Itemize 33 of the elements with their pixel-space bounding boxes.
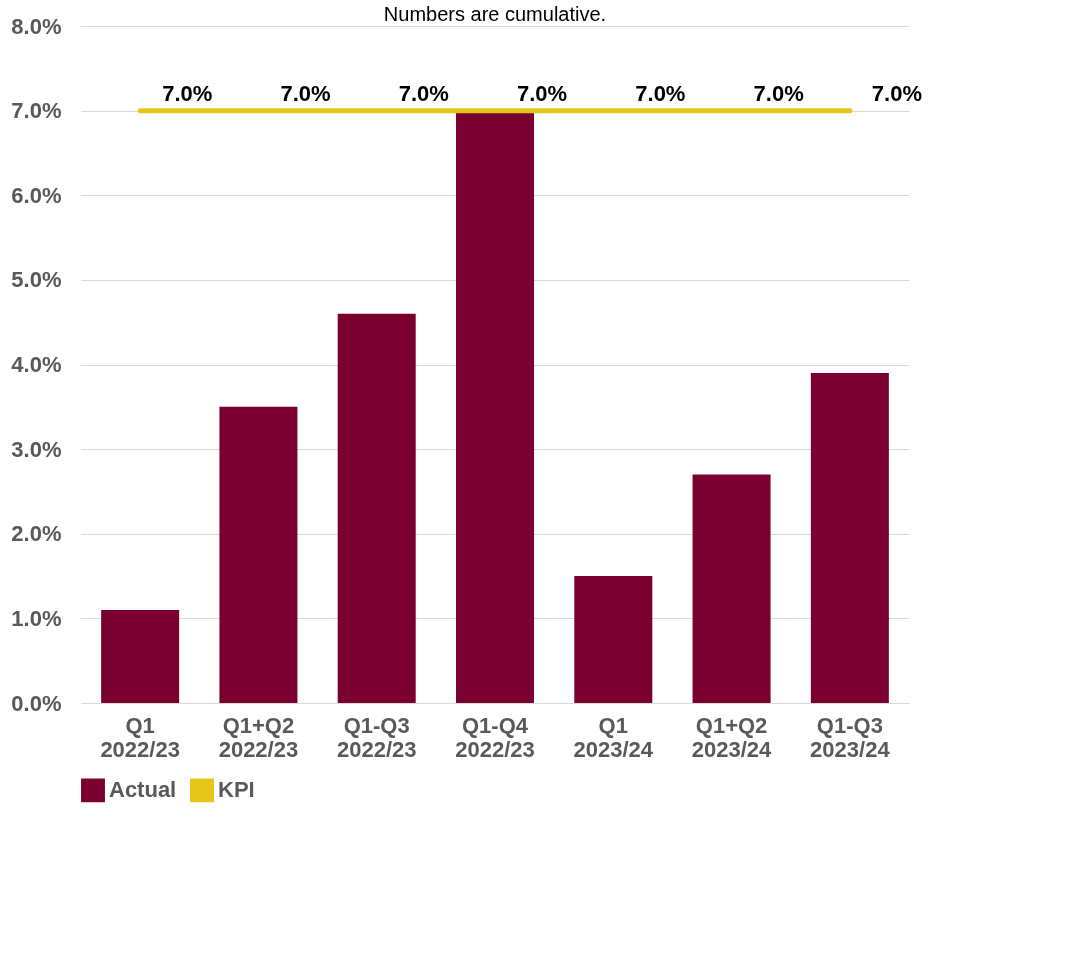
legend-label: Actual	[109, 777, 177, 803]
data-label: 7.0%	[517, 80, 568, 106]
x-tick-label: Q1-Q3 2023/24	[810, 712, 891, 762]
x-tick-label: Q1 2023/24	[573, 712, 654, 762]
x-tick-label: Q1-Q3 2022/23	[336, 712, 417, 762]
bar	[456, 110, 534, 703]
y-tick-label: 0.0%	[11, 690, 62, 716]
data-label: 7.0%	[162, 80, 213, 106]
x-tick-label: Q1+Q2 2023/24	[691, 712, 773, 762]
data-label: 7.0%	[280, 80, 331, 106]
y-tick-label: 1.0%	[11, 605, 62, 631]
y-tick-label: 8.0%	[11, 13, 62, 39]
bar	[574, 576, 653, 703]
x-tick-label: Q1 2022/23	[100, 712, 180, 762]
bar	[337, 313, 416, 703]
bar	[692, 474, 771, 703]
y-tick-label: 3.0%	[11, 436, 62, 462]
bar	[810, 372, 889, 703]
x-tick-label: Q1-Q4 2022/23	[455, 712, 535, 762]
y-tick-label: 6.0%	[11, 182, 62, 208]
chart-title: Numbers are cumulative.	[383, 3, 607, 25]
y-tick-label: 7.0%	[11, 98, 62, 124]
data-label: 7.0%	[871, 80, 923, 106]
x-tick-label: Q1+Q2 2022/23	[218, 712, 299, 762]
legend-label: KPI	[218, 777, 255, 803]
bar	[101, 609, 180, 703]
bar	[219, 406, 298, 703]
data-label: 7.0%	[753, 80, 804, 106]
data-label: 7.0%	[635, 80, 686, 106]
y-tick-label: 5.0%	[11, 267, 62, 293]
y-tick-label: 4.0%	[11, 352, 62, 377]
y-tick-label: 2.0%	[11, 521, 62, 547]
data-label: 7.0%	[398, 80, 449, 106]
